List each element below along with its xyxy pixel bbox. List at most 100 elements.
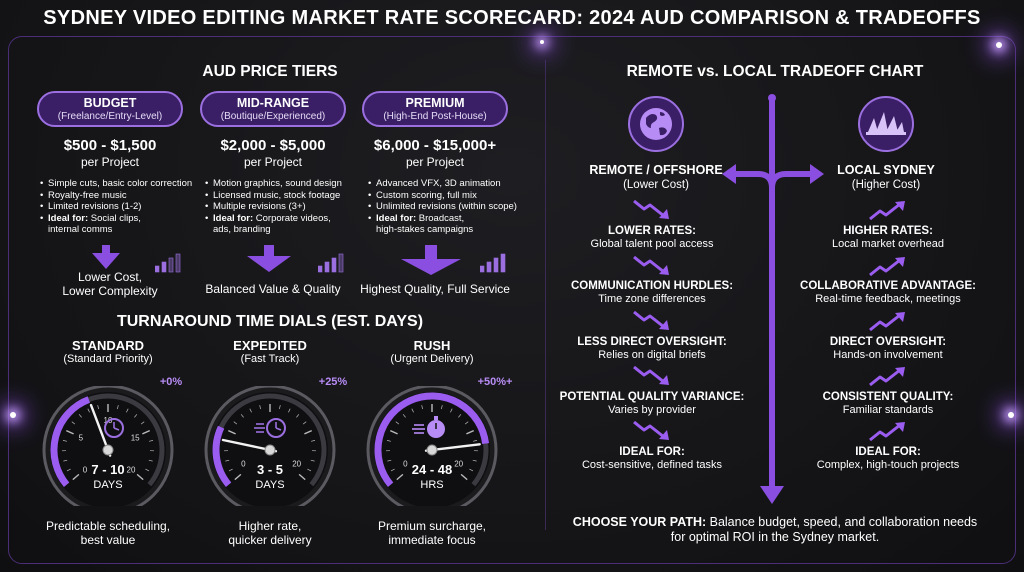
gauge-tick xyxy=(395,421,400,425)
tier-feature: Licensed music, stock footage xyxy=(205,190,375,202)
tiers-title: AUD PRICE TIERS xyxy=(202,63,338,80)
gauge-tick xyxy=(296,414,300,418)
down-arrow-icon xyxy=(92,245,120,269)
clock-icon xyxy=(104,418,124,438)
tier-ideal-cont: high-stakes campaigns xyxy=(368,224,538,236)
local-tradeoff-item: COLLABORATIVE ADVANTAGE: Real-time feedb… xyxy=(788,280,988,305)
gauge-tick xyxy=(72,473,80,481)
remote-item-text: Relies on digital briefs xyxy=(598,349,706,361)
down-arrow-icon xyxy=(247,245,291,272)
tier-features: Motion graphics, sound designLicensed mu… xyxy=(205,178,375,236)
gauge-tick xyxy=(140,421,145,425)
glow-sparkle xyxy=(540,40,544,44)
gauge-tick xyxy=(97,405,99,410)
remote-tradeoff-item: COMMUNICATION HURDLES: Time zone differe… xyxy=(552,280,752,305)
gauge-tick-label: 0 xyxy=(403,460,408,469)
gauge-tick xyxy=(117,405,119,410)
tier-ideal-cont: ads, branding xyxy=(205,224,375,236)
tier-feature: Simple cuts, basic color correction xyxy=(40,178,210,190)
gauge-tick xyxy=(396,473,404,481)
dial-desc-line2: best value xyxy=(80,533,136,547)
local-tradeoff-item: IDEAL FOR: Complex, high-touch projects xyxy=(788,446,988,471)
remote-item-heading: LESS DIRECT OVERSIGHT: xyxy=(577,336,727,348)
remote-tradeoff-item: LESS DIRECT OVERSIGHT: Relies on digital… xyxy=(552,336,752,361)
remote-item-text: Varies by provider xyxy=(608,404,696,416)
tier-summary-line1: Highest Quality, Full Service xyxy=(360,282,510,296)
tier-ideal-text: Social clips, xyxy=(88,212,141,224)
gauge-tick-label: 20 xyxy=(454,460,463,469)
trend-up-icon xyxy=(869,312,905,332)
footer-note: CHOOSE YOUR PATH: Balance budget, speed,… xyxy=(545,515,1005,545)
tier-summary-line1: Balanced Value & Quality xyxy=(205,282,341,296)
turnaround-gauge: 0 20 3 - 5 DAYS xyxy=(204,386,336,506)
glow-sparkle xyxy=(10,412,16,418)
level-bar xyxy=(161,261,167,273)
fast-clock-icon xyxy=(254,418,286,438)
dial-surcharge: +0% xyxy=(159,376,183,388)
gauge-tick-label: 0 xyxy=(83,465,88,474)
remote-heading-block: REMOTE / OFFSHORE (Lower Cost) xyxy=(576,163,736,191)
dial-subtitle: (Urgent Delivery) xyxy=(390,353,474,365)
level-bar xyxy=(155,265,160,273)
local-item-text: Complex, high-touch projects xyxy=(816,459,960,471)
tier-ideal-cont: internal comms xyxy=(40,224,210,236)
dials-title: TURNAROUND TIME DIALS (EST. DAYS) xyxy=(116,313,424,330)
tier-per: per Project xyxy=(80,155,140,169)
local-heading-block: LOCAL SYDNEY (Higher Cost) xyxy=(806,163,966,191)
gauge-tick xyxy=(71,421,76,425)
gauge-tick xyxy=(411,408,414,413)
gauge-tick xyxy=(63,459,68,462)
tier-ideal-text: Broadcast, xyxy=(416,212,465,224)
gauge-tick xyxy=(390,429,398,435)
gauge-tick xyxy=(458,414,462,418)
tier-ideal-text-2: high-stakes campaigns xyxy=(376,224,474,235)
dial-title: EXPEDITED xyxy=(233,338,307,353)
gauge-tick xyxy=(460,473,468,481)
tier-price: $500 - $1,500 xyxy=(63,137,157,154)
trend-down-icon xyxy=(633,420,669,440)
footer-text: Balance budget, speed, and collaboration… xyxy=(706,515,978,529)
turnaround-gauge: 0 2024 - 48 HRS xyxy=(366,386,498,506)
level-bar xyxy=(331,257,337,273)
gauge-tick xyxy=(441,405,443,410)
tier-pill-mid-range: MID-RANGE (Boutique/Experienced) xyxy=(200,91,346,127)
remote-item-text: Global talent pool access xyxy=(590,238,714,250)
level-bar xyxy=(338,253,344,273)
gauge-tick xyxy=(288,408,291,413)
page-title: SYDNEY VIDEO EDITING MARKET RATE SCORECA… xyxy=(43,7,981,29)
tier-ideal: Ideal for: Corporate videos, xyxy=(205,213,375,225)
tier-subtitle: (Boutique/Experienced) xyxy=(220,111,326,122)
gauge-fill xyxy=(374,392,490,487)
tier-ideal-text-2: internal comms xyxy=(48,224,113,235)
tier-summary: Balanced Value & Quality xyxy=(193,282,353,296)
tier-pill-budget: BUDGET (Freelance/Entry-Level) xyxy=(37,91,183,127)
tier-feature: Multiple revisions (3+) xyxy=(205,201,375,213)
tier-per: per Project xyxy=(243,155,303,169)
local-item-text: Local market overhead xyxy=(832,238,944,250)
gauge-tick xyxy=(145,468,150,472)
remote-heading: REMOTE / OFFSHORE xyxy=(589,163,723,177)
local-item-heading: COLLABORATIVE ADVANTAGE: xyxy=(800,280,976,292)
gauge-unit: HRS xyxy=(420,479,443,491)
glow-sparkle xyxy=(996,42,1002,48)
globe-icon xyxy=(628,96,684,152)
tier-features: Simple cuts, basic color correctionRoyal… xyxy=(40,178,210,236)
gauge-tick xyxy=(469,468,474,472)
dial-desc-line1: Premium surcharge, xyxy=(377,519,487,533)
level-bar xyxy=(500,253,506,273)
gauge-tick xyxy=(142,429,150,435)
gauge-tick xyxy=(464,421,469,425)
dial-description: Premium surcharge, immediate focus xyxy=(352,519,512,547)
remote-tradeoff-item: LOWER RATES: Global talent pool access xyxy=(552,225,752,250)
gauge-tick xyxy=(228,429,236,435)
gauge-tick xyxy=(390,468,395,472)
gauge-tick xyxy=(450,408,453,413)
trend-up-icon xyxy=(869,257,905,277)
local-item-heading: CONSISTENT QUALITY: xyxy=(822,391,954,403)
glow-sparkle xyxy=(1008,412,1014,418)
tier-summary-line2: Lower Complexity xyxy=(62,284,158,298)
gauge-tick xyxy=(62,440,67,442)
remote-tradeoff-item: IDEAL FOR: Cost-sensitive, defined tasks xyxy=(552,446,752,471)
remote-item-heading: COMMUNICATION HURDLES: xyxy=(570,280,734,292)
